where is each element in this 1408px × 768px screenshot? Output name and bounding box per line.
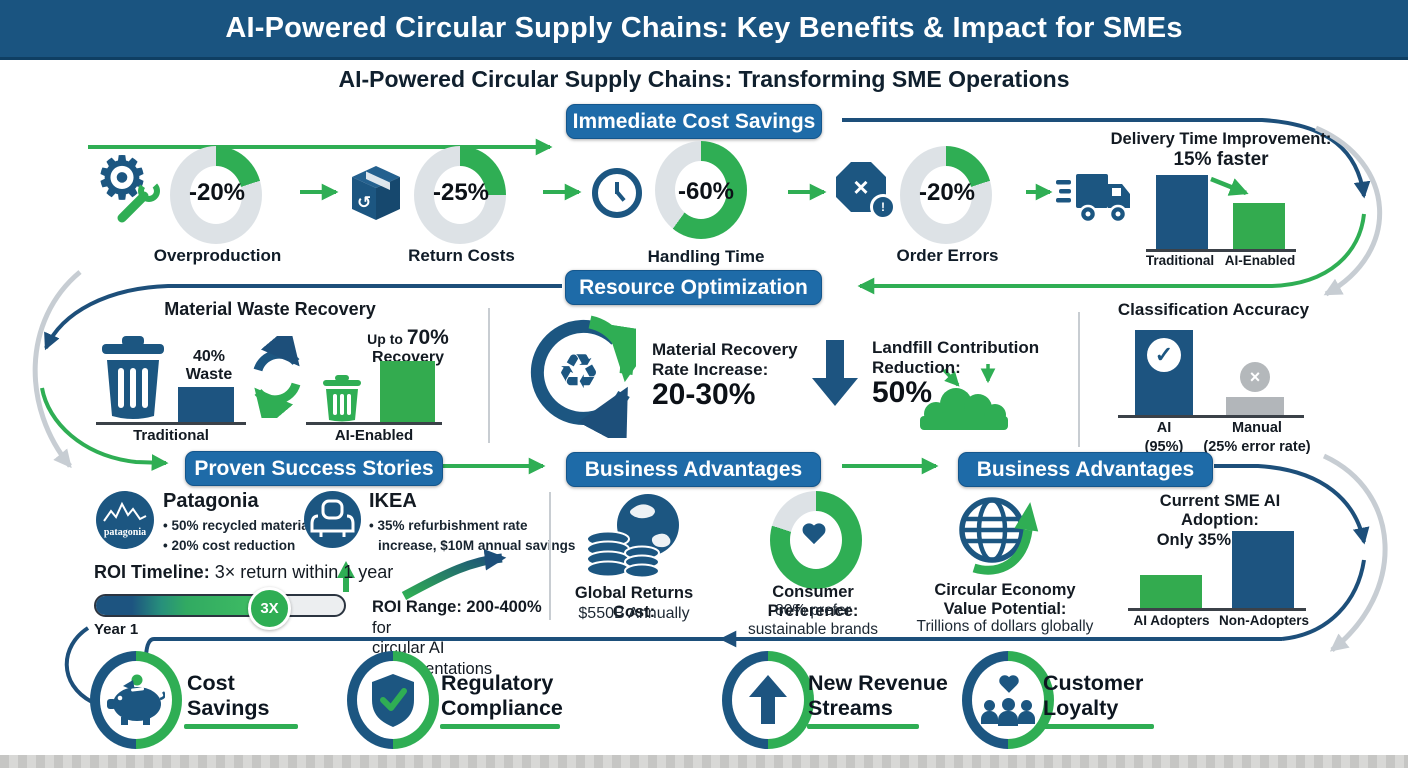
stat-label: Handling Time: [647, 247, 765, 266]
classification-label-manual: Manual (25% error rate): [1203, 420, 1311, 455]
recovery-rate-title: Material Recovery Rate Increase:: [652, 340, 798, 380]
up-arrow-icon: [749, 675, 787, 725]
heart-people-icon: [981, 674, 1035, 726]
traditional-waste-stat: 40% Waste: [185, 348, 233, 383]
donut-order-errors: -20%: [900, 146, 994, 244]
landfill-title: Landfill Contribution Reduction:: [872, 338, 1040, 378]
patagonia-logo: patagonia: [96, 491, 154, 549]
header-banner: AI-Powered Circular Supply Chains: Key B…: [0, 0, 1408, 60]
waste-recovery-title: Material Waste Recovery: [164, 299, 376, 319]
roi-axis-label: Year 1: [94, 621, 139, 638]
heart-icon: [801, 524, 827, 548]
roi-progress-bar: 3X: [94, 587, 346, 630]
regulatory-compliance-ring: [347, 651, 439, 749]
patagonia-bullets: • 50% recycled materials • 20% cost redu…: [163, 518, 321, 553]
customer-loyalty-ring: [962, 651, 1054, 749]
global-returns-title: Global Returns Cost:: [574, 584, 694, 622]
trash-can-icon: [102, 336, 164, 419]
circular-economy-title: Circular Economy Value Potential:: [934, 581, 1076, 619]
classification-label-ai: AI (95%): [1144, 420, 1184, 455]
return-box-icon: ↺: [352, 166, 400, 220]
waste-bar-ai: [380, 361, 435, 422]
adoption-bar-chart: [1128, 530, 1306, 608]
stat-label: Overproduction: [153, 246, 282, 265]
consumer-preference-title: Consumer Preference:: [767, 583, 859, 621]
delivery-bar-chart: [1148, 165, 1296, 249]
landfill-value: 50%: [872, 376, 933, 409]
new-revenue-ring: [722, 651, 814, 749]
recycle-circle-icon: ♻: [528, 310, 660, 448]
footer-label-customer-loyalty: Customer Loyalty: [1043, 671, 1144, 721]
badge-resource-optimization: Resource Optimization: [565, 270, 822, 305]
footer-label-new-revenue: New Revenue Streams: [808, 671, 948, 721]
roi-3x-marker: 3X: [248, 587, 291, 630]
bar-non-adopters: [1232, 531, 1294, 608]
consumer-preference-donut: [770, 491, 862, 589]
divider: [549, 492, 551, 620]
waste-label-traditional: Traditional: [133, 427, 209, 444]
footer-label-cost-savings: Cost Savings: [187, 671, 270, 721]
gear-wrench-icon: ⚙: [94, 146, 166, 224]
bar-label: AI-Enabled: [1224, 253, 1296, 268]
svg-text:↺: ↺: [357, 193, 371, 213]
bar-label: Non-Adopters: [1219, 613, 1309, 628]
globe-growth-icon: [952, 488, 1060, 580]
page-subtitle: AI-Powered Circular Supply Chains: Trans…: [338, 66, 1070, 92]
ikea-armchair-icon: [304, 491, 361, 548]
divider: [488, 308, 490, 443]
consumer-preference-value: 80% prefer sustainable brands: [747, 602, 879, 638]
cost-savings-ring: [90, 651, 182, 749]
divider: [1078, 312, 1080, 447]
page-title: AI-Powered Circular Supply Chains: Key B…: [225, 12, 1183, 44]
stat-label: Order Errors: [896, 246, 999, 265]
recovery-rate-value: 20-30%: [652, 378, 756, 411]
clock-icon: [592, 168, 642, 218]
bottom-strip: [0, 755, 1408, 768]
patagonia-name: Patagonia: [163, 490, 259, 512]
green-trash-icon: [323, 375, 361, 422]
waste-bar-traditional: [178, 387, 234, 422]
donut-handling-time: -60%: [655, 141, 757, 243]
delivery-truck-icon: [1056, 174, 1130, 224]
badge-business-advantages-1: Business Advantages: [566, 452, 821, 487]
donut-return-costs: -25%: [414, 146, 508, 244]
landfill-mound-icon: [920, 382, 1008, 430]
check-circle-icon: ✓: [1147, 338, 1181, 372]
classification-title: Classification Accuracy: [1117, 300, 1310, 319]
ikea-name: IKEA: [369, 490, 417, 512]
svg-text:patagonia: patagonia: [104, 527, 146, 538]
shield-check-icon: [372, 674, 414, 727]
footer-label-regulatory-compliance: Regulatory Compliance: [441, 671, 563, 721]
order-error-icon: × !: [836, 162, 896, 220]
down-arrow-icon: [812, 340, 858, 410]
stat-label: Return Costs: [408, 246, 515, 265]
circular-economy-value: Trillions of dollars globally: [916, 618, 1094, 635]
ikea-bullets: • 35% refurbishment rate increase, $10M …: [369, 518, 576, 553]
recycle-loop-icon: [253, 336, 301, 418]
bar-ai-enabled: [1233, 203, 1285, 249]
coins-globe-icon: [586, 494, 679, 579]
donut-overproduction: -20%: [170, 146, 264, 244]
badge-business-advantages-2: Business Advantages: [958, 452, 1213, 487]
waste-label-ai: AI-Enabled: [334, 427, 414, 444]
bar-label: Traditional: [1145, 253, 1215, 268]
bar-label: AI Adopters: [1133, 613, 1210, 628]
classification-bar-ai: ✓: [1135, 330, 1193, 415]
roi-timeline-label: ROI Timeline: 3× return within 1 year: [94, 562, 394, 582]
badge-immediate-cost-savings: Immediate Cost Savings: [566, 104, 822, 139]
x-circle-icon: ×: [1240, 362, 1270, 392]
bar-traditional: [1156, 175, 1208, 249]
classification-bar-manual: [1226, 397, 1284, 415]
piggy-bank-icon: [107, 674, 165, 725]
delivery-chart-title: Delivery Time Improvement: 15% faster: [1110, 130, 1332, 171]
badge-proven-success-stories: Proven Success Stories: [185, 451, 443, 486]
bar-ai-adopters: [1140, 575, 1202, 608]
global-returns-value: $550B Annually: [578, 605, 690, 622]
